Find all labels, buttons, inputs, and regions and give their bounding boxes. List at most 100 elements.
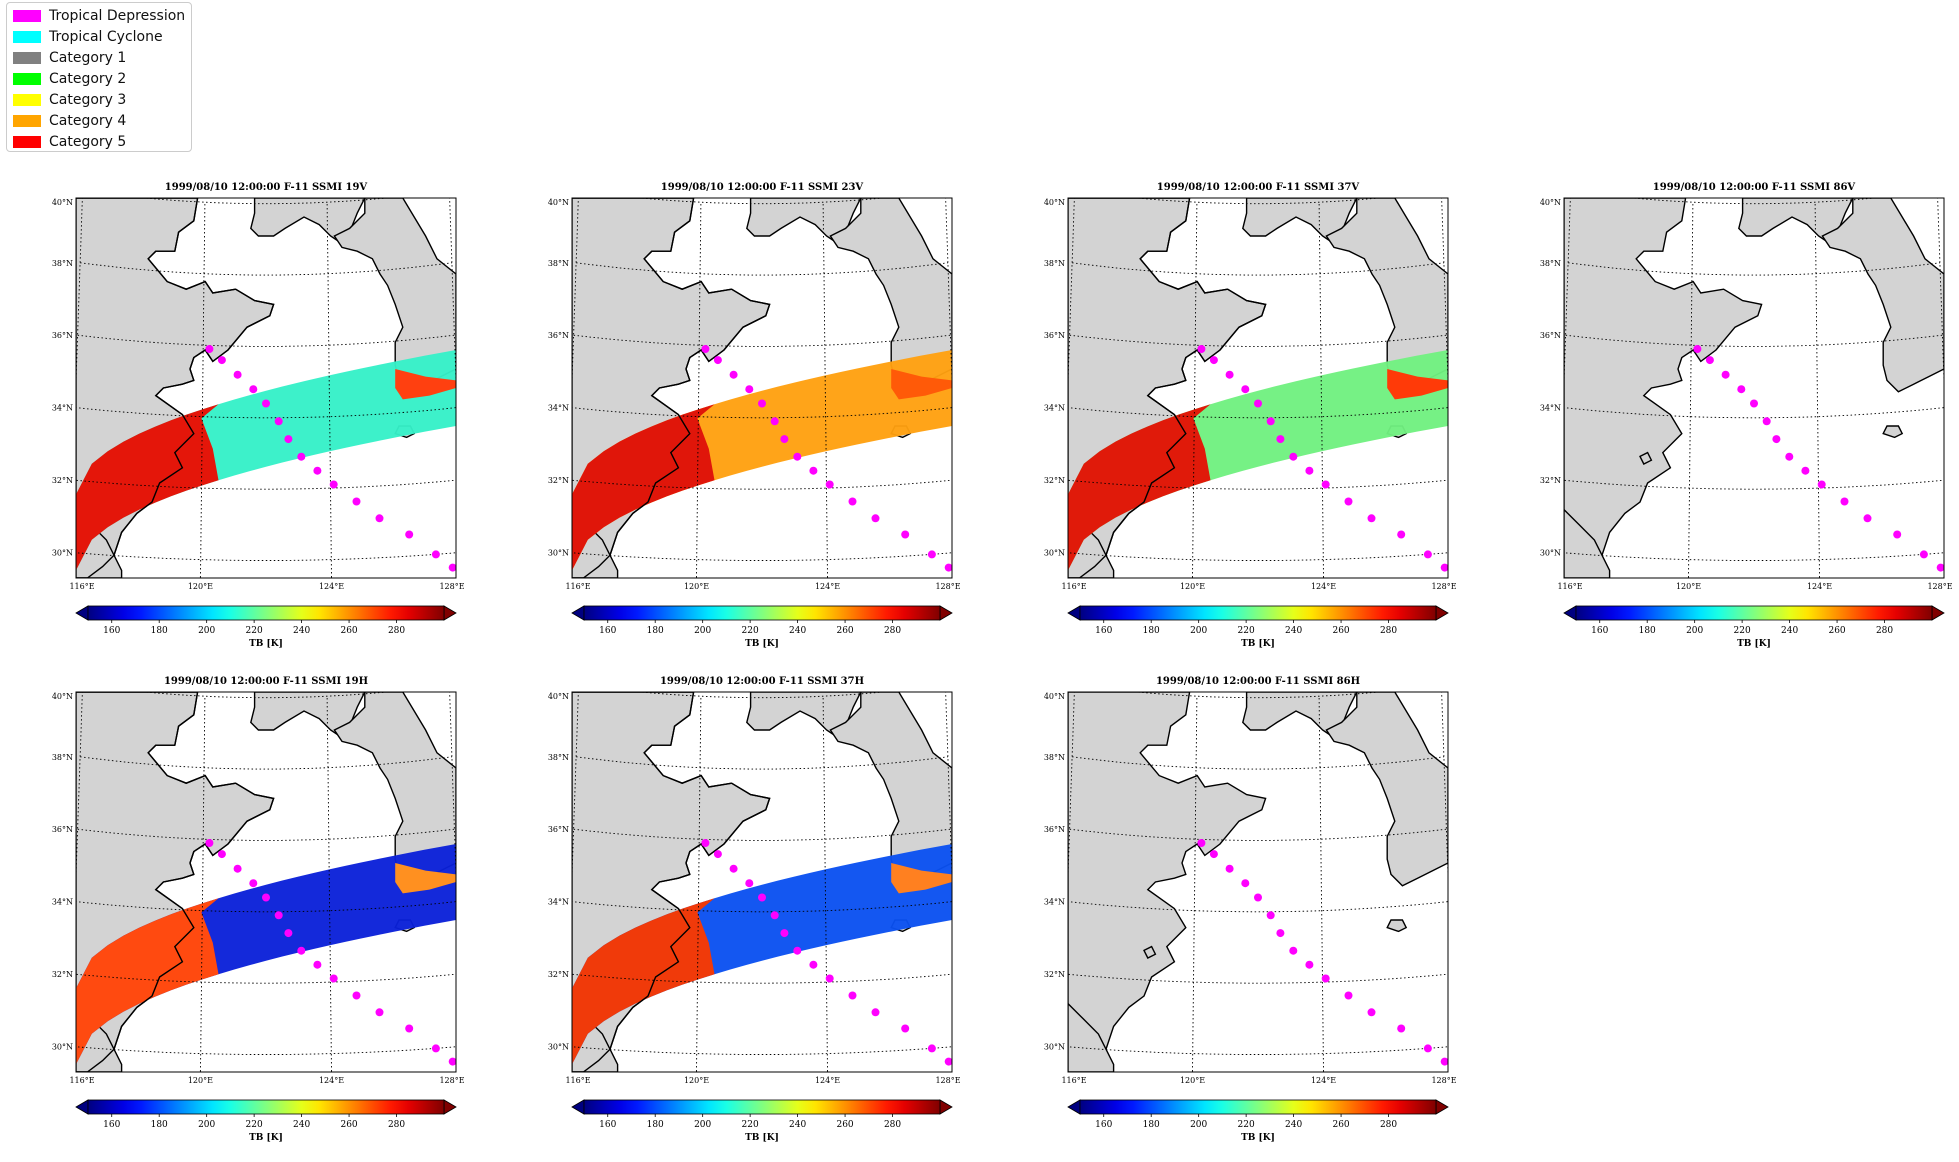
lat-tick-label: 30°N [1044,1042,1065,1051]
map-panel: 1999/08/10 12:00:00 F-11 SSMI 86H 30°N 32°… [1044,676,1457,1143]
panel-title: 1999/08/10 12:00:00 F-11 SSMI 37H [660,676,864,687]
colorbar-tick-label: 160 [599,626,616,636]
legend-label: Category 4 [49,113,127,129]
colorbar-max-arrow [1931,605,1945,621]
lat-tick-label: 40°N [1044,692,1065,701]
meridian-line [1068,198,1075,394]
swath-korea-coast [891,863,952,894]
parallel-line [637,198,887,205]
meridian-line [1441,692,1448,888]
lon-tick-label: 116°E [565,1076,590,1085]
parallel-line [77,828,455,841]
colorbar-tick-label: 240 [789,626,806,636]
colorbar-tick-label: 160 [1095,1120,1112,1130]
land-mass [746,692,862,739]
lat-tick-label: 36°N [1044,331,1065,340]
track-point [1289,946,1298,955]
lon-tick-label: 128°E [1431,582,1456,591]
land-mass [1738,198,1854,245]
track-point [284,435,293,444]
lat-tick-label: 32°N [548,970,569,979]
lat-tick-label: 40°N [1540,198,1561,207]
swath-land [572,404,715,571]
track-point [758,893,766,902]
colorbar-tick-label: 180 [1639,626,1656,636]
parallel-line [1069,334,1447,347]
parallel-line [76,479,456,490]
meridian-line [822,696,828,1072]
land-mass [1564,508,1611,578]
map-frame [1067,197,1449,579]
meridian-line [696,202,702,578]
colorbar-gradient [1079,605,1437,621]
legend-label: Category 1 [49,50,127,66]
colorbar-gradient [87,1099,445,1115]
track-point [1209,356,1218,365]
swath-land [1068,404,1211,571]
meridian-line [449,692,456,888]
lon-tick-label: 120°E [1180,1076,1205,1085]
panel-title: 1999/08/10 12:00:00 F-11 SSMI 19H [164,676,368,687]
swath-korea-coast [395,863,456,894]
colorbar-max-arrow [939,605,953,621]
colorbar-min-arrow [571,1099,585,1115]
lat-tick-label: 38°N [1044,753,1065,762]
legend-item-tropical-depression: Tropical Depression [13,7,185,25]
track-point [1209,850,1218,859]
track-point [1241,385,1250,394]
colorbar-min-arrow [571,605,585,621]
track-point [1936,563,1944,572]
track-point [1266,417,1275,426]
colorbar-tick-label: 200 [1686,626,1703,636]
panel-title: 1999/08/10 12:00:00 F-11 SSMI 37V [1157,182,1360,193]
track-point [927,550,936,559]
land-mass [250,198,366,245]
colorbar-tick-label: 260 [836,626,853,636]
meridian-line [199,696,206,1072]
meridian-line [945,198,952,394]
colorbar-max-arrow [443,1099,457,1115]
track-point [809,960,818,969]
track-point [729,370,738,379]
coastline [76,692,275,1072]
track-point [205,839,214,847]
colorbar: 160 180 200 220 240 260 280 TB [K] [75,1099,457,1143]
panel-title: 1999/08/10 12:00:00 F-11 SSMI 19V [165,182,368,193]
lon-tick-label: 128°E [1431,1076,1456,1085]
meridian-line [572,692,579,888]
lon-tick-label: 124°E [319,1076,344,1085]
track-point [297,946,306,955]
track-point [780,929,789,938]
track-point [1440,1057,1448,1066]
track-point [1762,417,1771,426]
lat-tick-label: 30°N [52,1042,73,1051]
colorbar-tick-label: 180 [151,1120,168,1130]
land-mass [746,198,862,245]
colorbar-min-arrow [75,605,89,621]
lat-tick-label: 30°N [1044,548,1065,557]
parallel-line [1068,552,1448,561]
land-mass [1242,198,1358,245]
lon-tick-label: 124°E [815,1076,840,1085]
parallel-line [1068,1046,1448,1055]
colorbar-tick-label: 220 [246,626,263,636]
track-point [448,563,456,572]
coastline [572,692,771,1072]
track-point [313,466,322,475]
meridian-line [326,696,332,1072]
legend-label: Category 5 [49,134,127,150]
track-point [274,417,283,426]
swath-sea [572,350,952,571]
meridian-line [449,198,456,394]
track-point [1254,893,1262,902]
land-mass [250,692,366,739]
legend-label: Category 3 [49,92,127,108]
track-point [284,929,293,938]
track-point [1919,550,1928,559]
parallel-line [1564,552,1944,561]
lon-tick-label: 120°E [684,1076,709,1085]
track-point [1693,345,1702,353]
colorbar-tick-label: 180 [151,626,168,636]
colorbar-min-arrow [1067,605,1081,621]
colorbar-tick-label: 220 [246,1120,263,1130]
